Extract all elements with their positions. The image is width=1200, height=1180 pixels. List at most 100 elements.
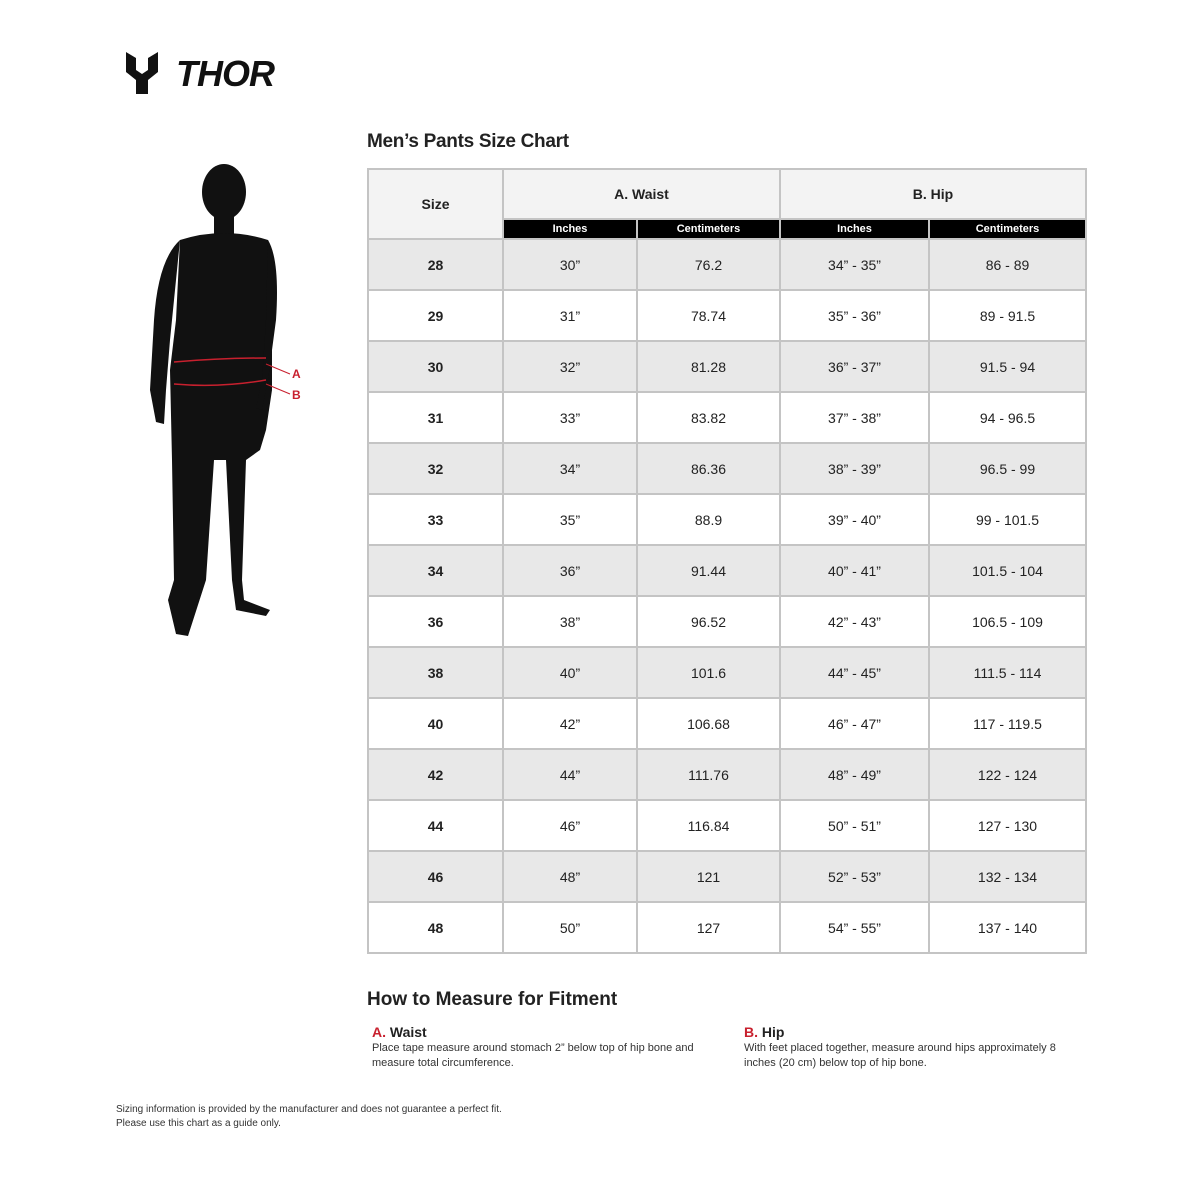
hip-cm-cell: 99 - 101.5 (928, 493, 1087, 546)
size-cell: 42 (367, 748, 504, 801)
hip-inches-cell: 46” - 47” (779, 697, 930, 750)
waist-cm-cell: 121 (636, 850, 781, 903)
waist-label: Waist (389, 1024, 427, 1040)
table-row: 31 33” 83.82 37” - 38” 94 - 96.5 (367, 391, 1087, 444)
hip-text: With feet placed together, measure aroun… (744, 1042, 1056, 1069)
hip-inches-cell: 54” - 55” (779, 901, 930, 954)
waist-cm-cell: 91.44 (636, 544, 781, 597)
waist-inches-header: Inches (502, 218, 638, 240)
marker-a: A (292, 367, 301, 381)
table-row: 46 48” 121 52” - 53” 132 - 134 (367, 850, 1087, 903)
hip-cm-cell: 91.5 - 94 (928, 340, 1087, 393)
waist-inches-cell: 32” (502, 340, 638, 393)
hip-cm-cell: 89 - 91.5 (928, 289, 1087, 342)
hip-inches-cell: 50” - 51” (779, 799, 930, 852)
size-cell: 33 (367, 493, 504, 546)
size-cell: 29 (367, 289, 504, 342)
disclaimer-line-2: Please use this chart as a guide only. (116, 1118, 281, 1129)
waist-cm-cell: 101.6 (636, 646, 781, 699)
table-row: 48 50” 127 54” - 55” 137 - 140 (367, 901, 1087, 954)
waist-cm-cell: 76.2 (636, 238, 781, 291)
hip-inches-cell: 40” - 41” (779, 544, 930, 597)
waist-inches-cell: 36” (502, 544, 638, 597)
size-cell: 44 (367, 799, 504, 852)
table-row: 44 46” 116.84 50” - 51” 127 - 130 (367, 799, 1087, 852)
size-table: Size A. Waist B. Hip Inches Centimeters … (367, 168, 1087, 954)
page-title: Men’s Pants Size Chart (367, 131, 569, 152)
hip-cm-cell: 137 - 140 (928, 901, 1087, 954)
disclaimer-line-1: Sizing information is provided by the ma… (116, 1104, 502, 1115)
waist-inches-cell: 30” (502, 238, 638, 291)
size-cell: 32 (367, 442, 504, 495)
hip-inches-cell: 39” - 40” (779, 493, 930, 546)
hip-cm-cell: 106.5 - 109 (928, 595, 1087, 648)
table-row: 38 40” 101.6 44” - 45” 111.5 - 114 (367, 646, 1087, 699)
disclaimer: Sizing information is provided by the ma… (116, 1103, 502, 1131)
waist-inches-cell: 44” (502, 748, 638, 801)
waist-inches-cell: 31” (502, 289, 638, 342)
body-silhouette: A B (150, 164, 301, 636)
table-row: 34 36” 91.44 40” - 41” 101.5 - 104 (367, 544, 1087, 597)
waist-inches-cell: 42” (502, 697, 638, 750)
hip-cm-cell: 117 - 119.5 (928, 697, 1087, 750)
hip-inches-cell: 42” - 43” (779, 595, 930, 648)
waist-inches-cell: 40” (502, 646, 638, 699)
table-row: 36 38” 96.52 42” - 43” 106.5 - 109 (367, 595, 1087, 648)
waist-header: A. Waist (502, 168, 781, 220)
waist-inches-cell: 46” (502, 799, 638, 852)
size-cell: 40 (367, 697, 504, 750)
hip-inches-cell: 44” - 45” (779, 646, 930, 699)
table-row: 29 31” 78.74 35” - 36” 89 - 91.5 (367, 289, 1087, 342)
hip-cm-cell: 111.5 - 114 (928, 646, 1087, 699)
hip-cm-header: Centimeters (928, 218, 1087, 240)
table-row: 40 42” 106.68 46” - 47” 117 - 119.5 (367, 697, 1087, 750)
table-row: 30 32” 81.28 36” - 37” 91.5 - 94 (367, 340, 1087, 393)
waist-inches-cell: 33” (502, 391, 638, 444)
waist-inches-cell: 48” (502, 850, 638, 903)
size-cell: 30 (367, 340, 504, 393)
size-cell: 28 (367, 238, 504, 291)
hip-cm-cell: 101.5 - 104 (928, 544, 1087, 597)
hip-inches-cell: 35” - 36” (779, 289, 930, 342)
table-row: 42 44” 111.76 48” - 49” 122 - 124 (367, 748, 1087, 801)
thor-logo: THOR (126, 52, 276, 94)
size-cell: 46 (367, 850, 504, 903)
waist-letter: A. (372, 1024, 386, 1040)
marker-b: B (292, 388, 301, 402)
hip-instructions: B. Hip With feet placed together, measur… (744, 1025, 1074, 1071)
table-row: 32 34” 86.36 38” - 39” 96.5 - 99 (367, 442, 1087, 495)
hip-cm-cell: 127 - 130 (928, 799, 1087, 852)
measure-title: How to Measure for Fitment (367, 989, 618, 1010)
waist-text: Place tape measure around stomach 2” bel… (372, 1042, 694, 1069)
waist-cm-cell: 116.84 (636, 799, 781, 852)
hip-inches-cell: 52” - 53” (779, 850, 930, 903)
waist-cm-cell: 111.76 (636, 748, 781, 801)
hip-inches-header: Inches (779, 218, 930, 240)
size-cell: 34 (367, 544, 504, 597)
waist-inches-cell: 38” (502, 595, 638, 648)
hip-inches-cell: 34” - 35” (779, 238, 930, 291)
size-cell: 38 (367, 646, 504, 699)
size-cell: 48 (367, 901, 504, 954)
waist-cm-cell: 86.36 (636, 442, 781, 495)
waist-instructions: A. Waist Place tape measure around stoma… (372, 1025, 712, 1071)
hip-cm-cell: 94 - 96.5 (928, 391, 1087, 444)
hip-cm-cell: 96.5 - 99 (928, 442, 1087, 495)
waist-inches-cell: 50” (502, 901, 638, 954)
hip-inches-cell: 37” - 38” (779, 391, 930, 444)
hip-inches-cell: 38” - 39” (779, 442, 930, 495)
waist-cm-cell: 83.82 (636, 391, 781, 444)
size-header: Size (367, 168, 504, 240)
waist-cm-cell: 106.68 (636, 697, 781, 750)
svg-text:THOR: THOR (176, 53, 275, 94)
hip-label: Hip (761, 1024, 785, 1040)
waist-cm-cell: 96.52 (636, 595, 781, 648)
hip-cm-cell: 122 - 124 (928, 748, 1087, 801)
hip-inches-cell: 36” - 37” (779, 340, 930, 393)
hip-inches-cell: 48” - 49” (779, 748, 930, 801)
waist-cm-header: Centimeters (636, 218, 781, 240)
hip-cm-cell: 132 - 134 (928, 850, 1087, 903)
hip-header: B. Hip (779, 168, 1087, 220)
hip-letter: B. (744, 1024, 758, 1040)
